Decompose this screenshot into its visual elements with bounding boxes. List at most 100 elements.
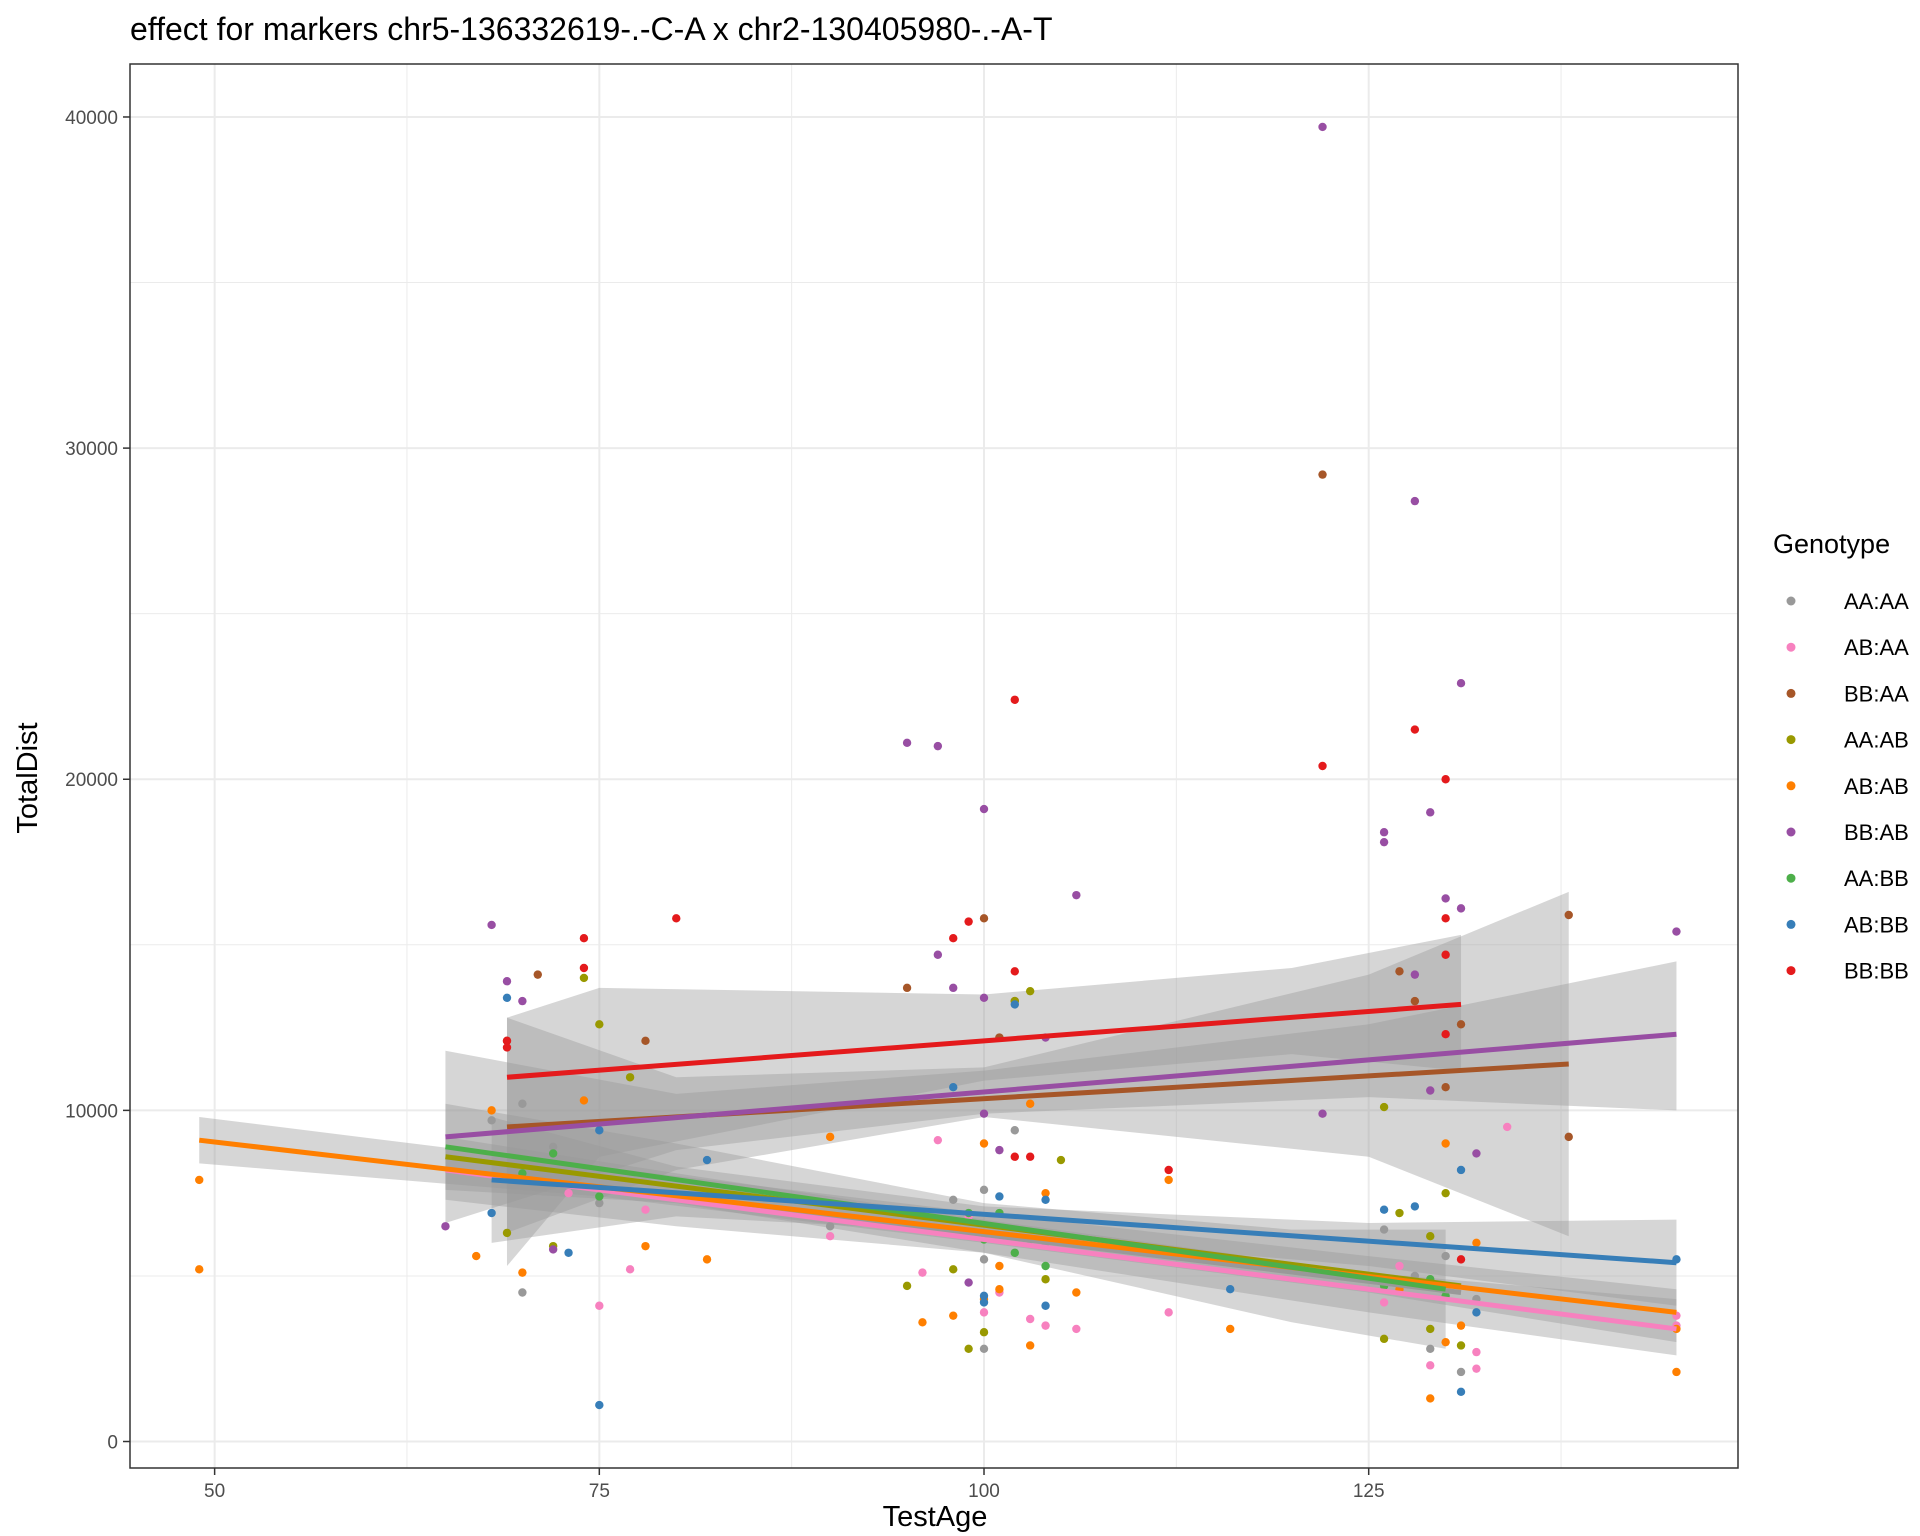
data-point-bb-bb — [1410, 725, 1420, 734]
data-point-bb-ab — [1318, 1109, 1327, 1118]
data-point-ab-ab — [918, 1318, 927, 1327]
data-point-bb-bb — [1164, 1165, 1173, 1175]
data-point-bb-bb — [1010, 695, 1019, 704]
data-point-ab-bb — [1226, 1284, 1235, 1294]
y-axis-title: TotalDist — [12, 722, 44, 833]
data-point-bb-aa — [1441, 1082, 1450, 1092]
data-point-ab-bb — [595, 1126, 604, 1135]
x-tick-label: 75 — [589, 1481, 610, 1502]
chart-title: effect for markers chr5-136332619-.-C-A … — [130, 11, 1053, 47]
data-point-ab-bb — [595, 1400, 604, 1410]
data-point-ab-aa — [1164, 1308, 1173, 1317]
legend-label-ab-bb: AB:BB — [1844, 912, 1909, 937]
data-point-aa-aa — [1441, 1251, 1450, 1261]
data-point-aa-aa — [1379, 1225, 1389, 1234]
data-point-ab-ab — [702, 1255, 712, 1264]
data-point-bb-ab — [1472, 1149, 1481, 1158]
data-point-ab-aa — [933, 1135, 943, 1145]
data-point-ab-ab — [195, 1175, 204, 1185]
fit-line-aa-bb — [445, 1144, 1446, 1292]
fit-line-bb-ab — [445, 1031, 1677, 1140]
data-point-ab-aa — [1472, 1364, 1481, 1373]
legend-key-bb-ab — [1786, 827, 1796, 837]
fit-lines — [198, 1001, 1677, 1332]
data-point-ab-aa — [1025, 1314, 1035, 1324]
data-point-aa-aa — [487, 1116, 496, 1125]
data-point-ab-ab — [949, 1311, 958, 1320]
data-point-ab-bb — [1041, 1195, 1050, 1204]
data-point-aa-ab — [1056, 1155, 1066, 1165]
fit-line-ab-bb — [491, 1177, 1677, 1266]
data-point-ab-bb — [995, 1192, 1004, 1201]
data-point-bb-bb — [672, 914, 681, 923]
data-point-bb-ab — [933, 950, 943, 959]
data-point-aa-ab — [1426, 1324, 1435, 1334]
data-point-ab-aa — [1395, 1261, 1404, 1271]
data-point-bb-bb — [1010, 1152, 1019, 1161]
data-point-ab-aa — [1472, 1347, 1481, 1357]
data-point-bb-aa — [1410, 996, 1420, 1006]
data-point-ab-ab — [1472, 1238, 1481, 1248]
data-point-ab-bb — [1010, 1000, 1019, 1009]
y-tick-label: 0 — [107, 1433, 118, 1454]
data-point-ab-ab — [641, 1241, 650, 1251]
data-point-aa-aa — [979, 1185, 989, 1195]
data-point-bb-aa — [1564, 910, 1573, 920]
legend-label-ab-ab: AB:AB — [1844, 774, 1909, 799]
data-point-bb-aa — [1395, 967, 1404, 976]
data-point-bb-ab — [548, 1245, 558, 1254]
data-point-bb-bb — [1456, 1255, 1466, 1264]
data-point-ab-ab — [1426, 1394, 1435, 1403]
data-point-bb-ab — [1072, 890, 1081, 900]
data-point-bb-ab — [949, 983, 958, 993]
data-point-ab-ab — [825, 1132, 835, 1142]
data-point-aa-ab — [1456, 1341, 1466, 1350]
data-point-ab-bb — [564, 1248, 573, 1257]
y-tick-label: 10000 — [65, 1101, 118, 1122]
data-point-bb-aa — [1318, 470, 1327, 479]
data-point-aa-aa — [979, 1255, 989, 1264]
data-point-ab-aa — [1072, 1324, 1081, 1334]
legend-key-ab-ab — [1786, 781, 1796, 791]
data-point-aa-aa — [1010, 1126, 1019, 1135]
data-point-bb-ab — [1456, 904, 1466, 913]
data-point-bb-ab — [979, 804, 989, 814]
data-point-bb-ab — [1426, 808, 1435, 817]
data-point-ab-aa — [564, 1188, 573, 1198]
data-point-bb-bb — [1010, 967, 1019, 976]
data-point-ab-ab — [1164, 1175, 1173, 1185]
legend-label-aa-aa: AA:AA — [1844, 589, 1909, 614]
data-point-aa-aa — [518, 1099, 527, 1108]
data-point-aa-bb — [595, 1192, 604, 1201]
data-point-ab-bb — [702, 1155, 712, 1165]
confidence-band-bb-bb — [506, 934, 1462, 1267]
data-point-ab-bb — [487, 1208, 496, 1218]
data-point-bb-ab — [1410, 970, 1420, 979]
data-point-ab-bb — [1379, 1205, 1389, 1214]
data-point-bb-ab — [979, 1109, 989, 1118]
data-point-bb-ab — [1379, 837, 1389, 847]
data-point-ab-aa — [1041, 1321, 1050, 1330]
x-tick-label: 50 — [204, 1481, 225, 1502]
data-point-bb-aa — [533, 970, 542, 979]
data-point-aa-ab — [1379, 1102, 1389, 1112]
data-point-bb-aa — [1564, 1132, 1573, 1142]
data-point-aa-aa — [518, 1288, 527, 1297]
data-point-ab-bb — [979, 1291, 989, 1301]
data-point-ab-ab — [195, 1265, 204, 1274]
fit-line-bb-bb — [506, 1001, 1462, 1080]
data-point-ab-ab — [1672, 1367, 1681, 1377]
data-point-bb-bb — [949, 933, 958, 943]
fit-line-ab-aa — [445, 1167, 1677, 1332]
data-point-bb-ab — [1410, 496, 1420, 506]
data-point-aa-ab — [949, 1265, 958, 1274]
data-point-ab-aa — [1502, 1122, 1512, 1132]
legend-label-ab-aa: AB:AA — [1844, 635, 1909, 660]
data-point-bb-ab — [1456, 679, 1466, 688]
legend: Genotype AA:AA AB:AA BB:AA AA:AB AB:AB BB:AB A… — [1773, 529, 1909, 984]
data-point-aa-ab — [1441, 1188, 1450, 1198]
data-point-ab-ab — [1226, 1324, 1235, 1334]
data-point-bb-ab — [995, 1145, 1004, 1155]
data-point-bb-ab — [1441, 894, 1450, 903]
